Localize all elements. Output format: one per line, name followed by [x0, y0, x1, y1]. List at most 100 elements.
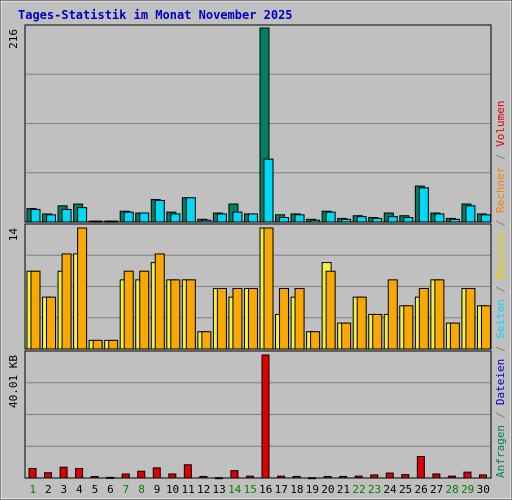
x-tick-label: 1 [29, 483, 36, 496]
legend-item: Besuche [494, 233, 507, 279]
bar-volumen [152, 467, 161, 479]
bar-besuche [108, 339, 119, 350]
bar-dateien [449, 218, 460, 223]
bar-dateien [170, 213, 181, 223]
x-tick-label: 17 [275, 483, 288, 496]
bar-dateien [341, 218, 352, 223]
bar-dateien [232, 211, 243, 223]
legend-item: / [494, 405, 507, 425]
bar-dateien [92, 220, 103, 223]
x-tick-label: 3 [61, 483, 68, 496]
bar-dateien [123, 211, 134, 223]
bar-dateien [403, 217, 414, 223]
bar-besuche [325, 270, 336, 350]
legend: Anfragen / Dateien / Seiten / Besuche / … [494, 100, 507, 478]
bar-besuche [92, 339, 103, 350]
bar-besuche [387, 279, 398, 350]
x-tick-label: 25 [399, 483, 412, 496]
y-max-label: 216 [7, 29, 20, 49]
bar-dateien [279, 217, 290, 223]
bar-volumen [323, 475, 332, 479]
bar-besuche [434, 279, 445, 350]
bar-besuche [263, 227, 274, 350]
x-tick-label: 15 [244, 483, 257, 496]
chart-title: Tages-Statistik im Monat November 2025 [18, 8, 293, 22]
x-tick-label: 28 [446, 483, 459, 496]
y-max-label: 40.01 KB [7, 355, 20, 408]
bar-besuche [77, 227, 88, 350]
bar-dateien [294, 214, 305, 223]
y-max-label: 14 [7, 228, 20, 242]
bar-dateien [30, 208, 41, 223]
bar-volumen [432, 473, 441, 479]
bar-volumen [59, 466, 68, 479]
bar-dateien [356, 216, 367, 223]
bar-dateien [480, 214, 491, 223]
x-tick-label: 8 [138, 483, 145, 496]
bar-dateien [418, 187, 429, 223]
x-tick-label: 30 [477, 483, 490, 496]
x-tick-label: 23 [368, 483, 381, 496]
bar-dateien [77, 207, 88, 223]
bar-besuche [480, 305, 491, 350]
legend-item: / [494, 339, 507, 359]
bar-volumen [199, 475, 208, 479]
x-tick-label: 18 [290, 483, 303, 496]
x-tick-label: 26 [414, 483, 427, 496]
bar-volumen [261, 354, 270, 479]
legend-item: Seiten [494, 299, 507, 339]
bar-volumen [28, 467, 37, 479]
legend-item: Volumen [494, 100, 507, 146]
x-tick-label: 24 [383, 483, 397, 496]
x-tick-label: 13 [213, 483, 226, 496]
bar-volumen [370, 474, 379, 479]
x-tick-label: 2 [45, 483, 52, 496]
bar-besuche [418, 288, 429, 350]
bar-volumen [401, 474, 410, 479]
x-tick-label: 16 [259, 483, 272, 496]
bar-besuche [201, 331, 212, 350]
bar-volumen [277, 475, 286, 479]
x-tick-label: 10 [166, 483, 179, 496]
bar-besuche [279, 288, 290, 350]
bar-volumen [44, 472, 53, 479]
bar-dateien [325, 211, 336, 223]
bar-dateien [247, 213, 258, 223]
bar-besuche [61, 253, 72, 350]
bar-besuche [170, 279, 181, 350]
bar-volumen [385, 472, 394, 479]
bar-dateien [154, 199, 165, 223]
legend-item: / [494, 147, 507, 167]
bar-volumen [339, 475, 348, 479]
bar-volumen [121, 473, 130, 479]
x-tick-label: 27 [430, 483, 443, 496]
bar-dateien [263, 158, 274, 223]
bar-dateien [185, 197, 196, 223]
bar-volumen [137, 470, 146, 479]
x-tick-label: 4 [76, 483, 83, 496]
bar-volumen [416, 455, 425, 479]
x-tick-label: 22 [352, 483, 365, 496]
bar-dateien [465, 205, 476, 223]
bar-dateien [201, 219, 212, 223]
bar-volumen [245, 475, 254, 479]
bar-besuche [123, 270, 134, 350]
bar-volumen [354, 475, 363, 479]
bar-besuche [139, 270, 150, 350]
bar-besuche [247, 288, 258, 350]
bar-besuche [216, 288, 227, 350]
bar-volumen [478, 474, 487, 479]
bar-besuche [372, 313, 383, 350]
x-tick-label: 11 [181, 483, 194, 496]
bar-volumen [75, 467, 84, 479]
bar-volumen [308, 477, 317, 480]
x-tick-label: 5 [92, 483, 99, 496]
x-tick-label: 21 [337, 483, 350, 496]
bar-besuche [154, 253, 165, 350]
legend-item: Rechner [494, 166, 507, 213]
bar-besuche [341, 322, 352, 350]
bar-dateien [434, 213, 445, 223]
x-tick-label: 7 [123, 483, 130, 496]
bar-besuche [294, 288, 305, 350]
